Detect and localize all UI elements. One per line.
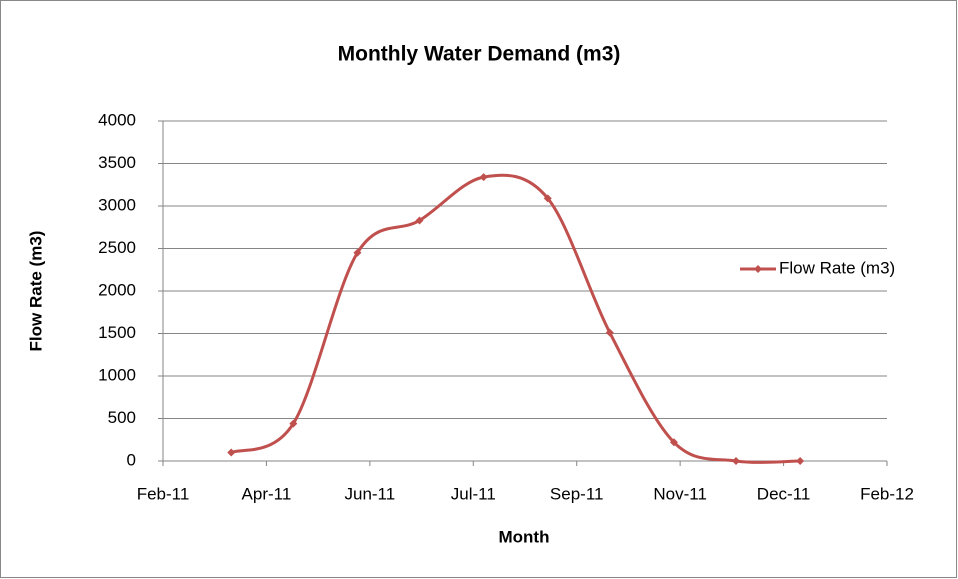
legend-marker	[754, 265, 762, 273]
legend-label: Flow Rate (m3)	[779, 258, 895, 277]
point-marker	[353, 248, 362, 257]
x-tick-label: Jun-11	[344, 484, 395, 503]
point-marker	[289, 419, 298, 428]
point-marker	[605, 328, 614, 337]
point-marker	[415, 216, 424, 225]
x-tick-label: Nov-11	[653, 484, 707, 503]
x-tick-label: Apr-11	[242, 484, 292, 503]
point-marker	[796, 457, 805, 465]
x-axis-label: Month	[499, 527, 550, 546]
point-marker	[543, 194, 552, 203]
x-tick-label: Feb-12	[860, 484, 914, 503]
point-marker	[731, 457, 740, 465]
y-tick-label: 3500	[98, 153, 136, 172]
x-tick-label: Dec-11	[757, 484, 811, 503]
point-marker	[669, 438, 678, 447]
x-tick-label: Jul-11	[451, 484, 496, 503]
y-axis-label: Flow Rate (m3)	[26, 231, 45, 352]
y-tick-label: 2000	[98, 280, 136, 299]
y-tick-label: 2500	[98, 238, 136, 257]
y-tick-label: 1000	[98, 365, 136, 384]
point-marker	[479, 173, 488, 182]
y-tick-label: 3000	[98, 195, 136, 214]
chart-title: Monthly Water Demand (m3)	[338, 43, 621, 66]
y-tick-label: 500	[108, 408, 136, 427]
point-marker	[227, 448, 236, 457]
x-tick-label: Feb-11	[137, 484, 190, 503]
y-tick-label: 0	[127, 450, 136, 469]
x-tick-label: Sep-11	[550, 484, 604, 503]
series-line	[230, 173, 801, 464]
y-tick-label: 1500	[98, 323, 136, 342]
y-tick-label: 4000	[98, 110, 136, 129]
